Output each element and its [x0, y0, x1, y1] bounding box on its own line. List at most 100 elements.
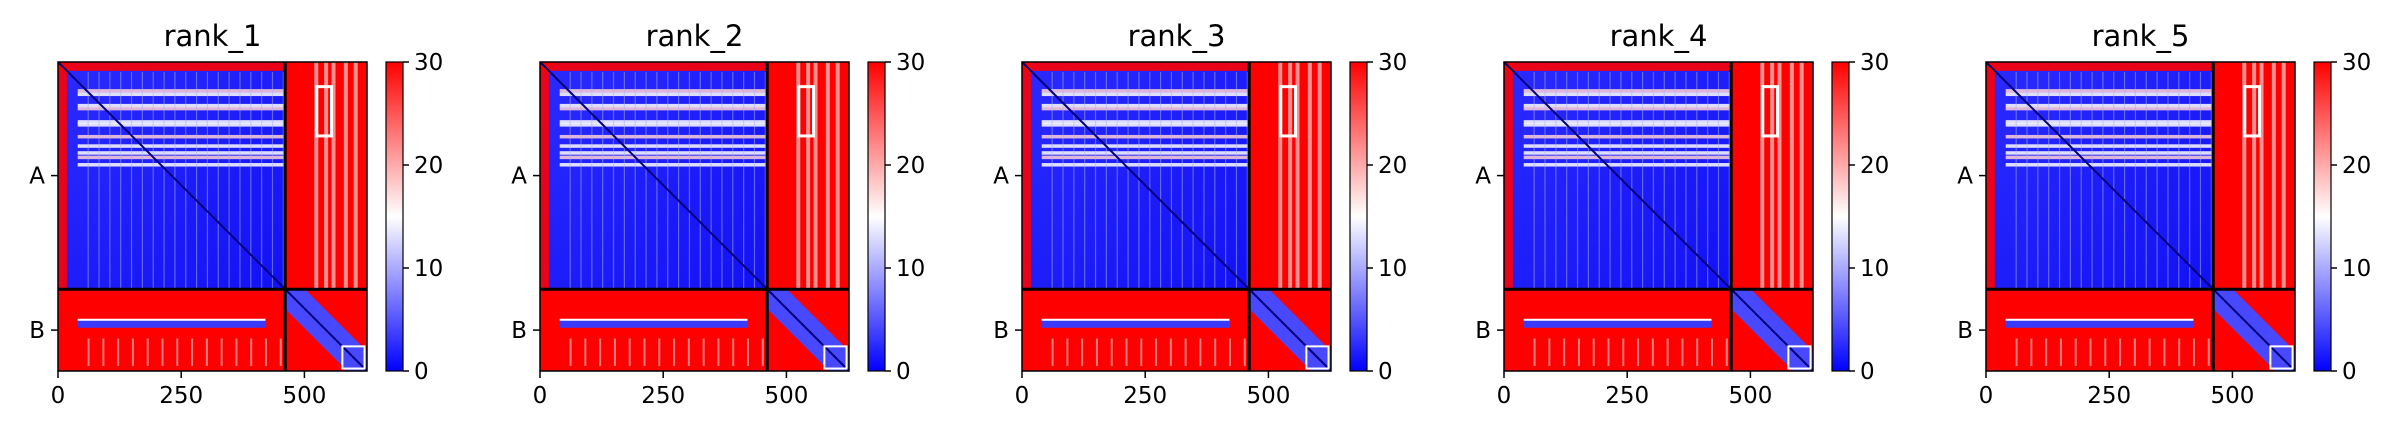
chain-a-vstripe [591, 71, 593, 290]
chain-b-faint-column [732, 338, 735, 367]
chain-b-faint-column [87, 338, 90, 367]
x-tick-label: 250 [1605, 383, 1649, 409]
chain-b-vs-a-edge [559, 318, 748, 321]
chain-a-vstripe [228, 71, 230, 290]
chain-a-vstripe [1062, 71, 1064, 290]
chain-a-vstripe [87, 71, 89, 290]
interchain-column [1288, 62, 1293, 290]
chain-a-vstripe [1620, 71, 1622, 290]
chain-a-stripe [1523, 163, 1732, 167]
chain-a-vstripe [677, 71, 680, 290]
chain-a-vstripe [1685, 71, 1687, 290]
chain-a-vstripe [721, 71, 723, 290]
chain-a-vstripe [2189, 71, 2191, 290]
heatmap-frame [1021, 61, 1332, 372]
chain-b-faint-column [205, 338, 208, 367]
interchain-column [835, 62, 840, 290]
chain-b-faint-column [161, 338, 164, 367]
x-tick-label: 500 [1728, 383, 1772, 409]
chain-b-faint-column [2178, 338, 2181, 367]
chain-a-stripe [77, 155, 286, 160]
chain-a-vstripe [1652, 71, 1655, 290]
chain-b-vs-a-band [1523, 319, 1712, 328]
chain-a-vstripe [699, 71, 701, 290]
chain-a-stripe [1523, 151, 1732, 155]
chain-b-faint-column [613, 338, 616, 367]
chain-a-vstripe [1138, 71, 1140, 290]
interchain-column [813, 62, 818, 290]
chain-b-vs-a-edge [1041, 318, 1230, 321]
chain-a-stripe [559, 106, 768, 111]
chain-a-nterm-row [540, 62, 768, 71]
chain-b-faint-column [1666, 338, 1669, 367]
chain-a-stripe [559, 163, 768, 167]
chain-a-nterm-col [1022, 62, 1031, 290]
chain-a-stripe [77, 106, 286, 111]
chain-a-stripe [77, 89, 286, 93]
chain-b-faint-column [1651, 338, 1654, 367]
chain-a-vstripe [1192, 71, 1194, 290]
chain-a-stripe [2005, 120, 2214, 124]
chain-a-stripe [1523, 155, 1732, 160]
chain-a-vstripe [2113, 71, 2115, 290]
chain-a-nterm-col [540, 62, 549, 290]
x-tick-label: 250 [641, 383, 685, 409]
chain-b-faint-column [584, 338, 587, 367]
chain-a-vstripe [174, 71, 176, 290]
heatmap-frame [1503, 61, 1814, 372]
chain-b-faint-column [2089, 338, 2092, 367]
chain-a-vstripe [2178, 71, 2180, 290]
pae-panel-5: rank_5 0 250 500 A B 0 10 20 30 [1957, 19, 2371, 409]
chain-a-nterm-row [58, 62, 286, 71]
chain-a-vstripe [2026, 71, 2028, 290]
colorbar-tick-label: 20 [1378, 153, 1407, 179]
y-chain-label: A [1957, 164, 1973, 190]
chain-a-stripe [1041, 123, 1250, 127]
chain-a-stripe [1041, 103, 1250, 108]
chain-b-faint-column [2119, 338, 2122, 367]
chain-a-vstripe [1674, 71, 1676, 290]
chain-b-faint-column [746, 338, 749, 367]
chain-a-stripe [77, 92, 286, 97]
chain-a-vstripe [282, 71, 284, 290]
interchain-column [314, 62, 319, 290]
chain-a-stripe [559, 155, 768, 160]
chain-a-vstripe [217, 71, 219, 290]
colorbar [2313, 61, 2332, 372]
y-chain-label: B [1475, 318, 1491, 344]
chain-a-vstripe [239, 71, 241, 290]
chain-a-vstripe [1116, 71, 1118, 290]
colorbar-tick-label: 30 [1860, 50, 1889, 76]
interchain-column [324, 62, 329, 290]
interchain-column [343, 62, 348, 290]
chain-b-faint-column [191, 338, 194, 367]
chain-a-vstripe [1149, 71, 1151, 290]
y-chain-label: B [511, 318, 527, 344]
y-chain-label: B [29, 318, 45, 344]
chain-a-vstripe [2156, 71, 2158, 290]
x-tick-label: 0 [1979, 383, 1994, 409]
chain-b-faint-column [1081, 338, 1084, 367]
chain-a-diagonal [57, 61, 286, 290]
chain-a-stripe [1041, 134, 1250, 139]
chain-a-vstripe [1203, 71, 1205, 290]
chain-b-faint-column [2163, 338, 2166, 367]
interchain-column [1770, 62, 1775, 290]
chain-a-vstripe [1105, 71, 1107, 290]
chain-b-domain-box [1787, 345, 1812, 370]
chain-b-faint-column [2148, 338, 2151, 367]
chain-a-vstripe [98, 71, 100, 290]
chain-a-stripe [1041, 155, 1250, 160]
chain-b-faint-column [1125, 338, 1128, 367]
chain-b-faint-column [687, 338, 690, 367]
x-tick-label: 500 [282, 383, 326, 409]
chain-b-faint-column [1533, 338, 1536, 367]
interchain-column [1799, 62, 1804, 290]
chain-b-faint-column [1169, 338, 1172, 367]
chain-b-vs-a-edge [1523, 318, 1712, 321]
chain-a-nterm-col [1504, 62, 1513, 290]
chain-b-faint-column [1607, 338, 1610, 367]
y-chain-label: A [993, 164, 1009, 190]
chain-a-vstripe [163, 71, 165, 290]
interchain-contact-box [797, 85, 816, 138]
